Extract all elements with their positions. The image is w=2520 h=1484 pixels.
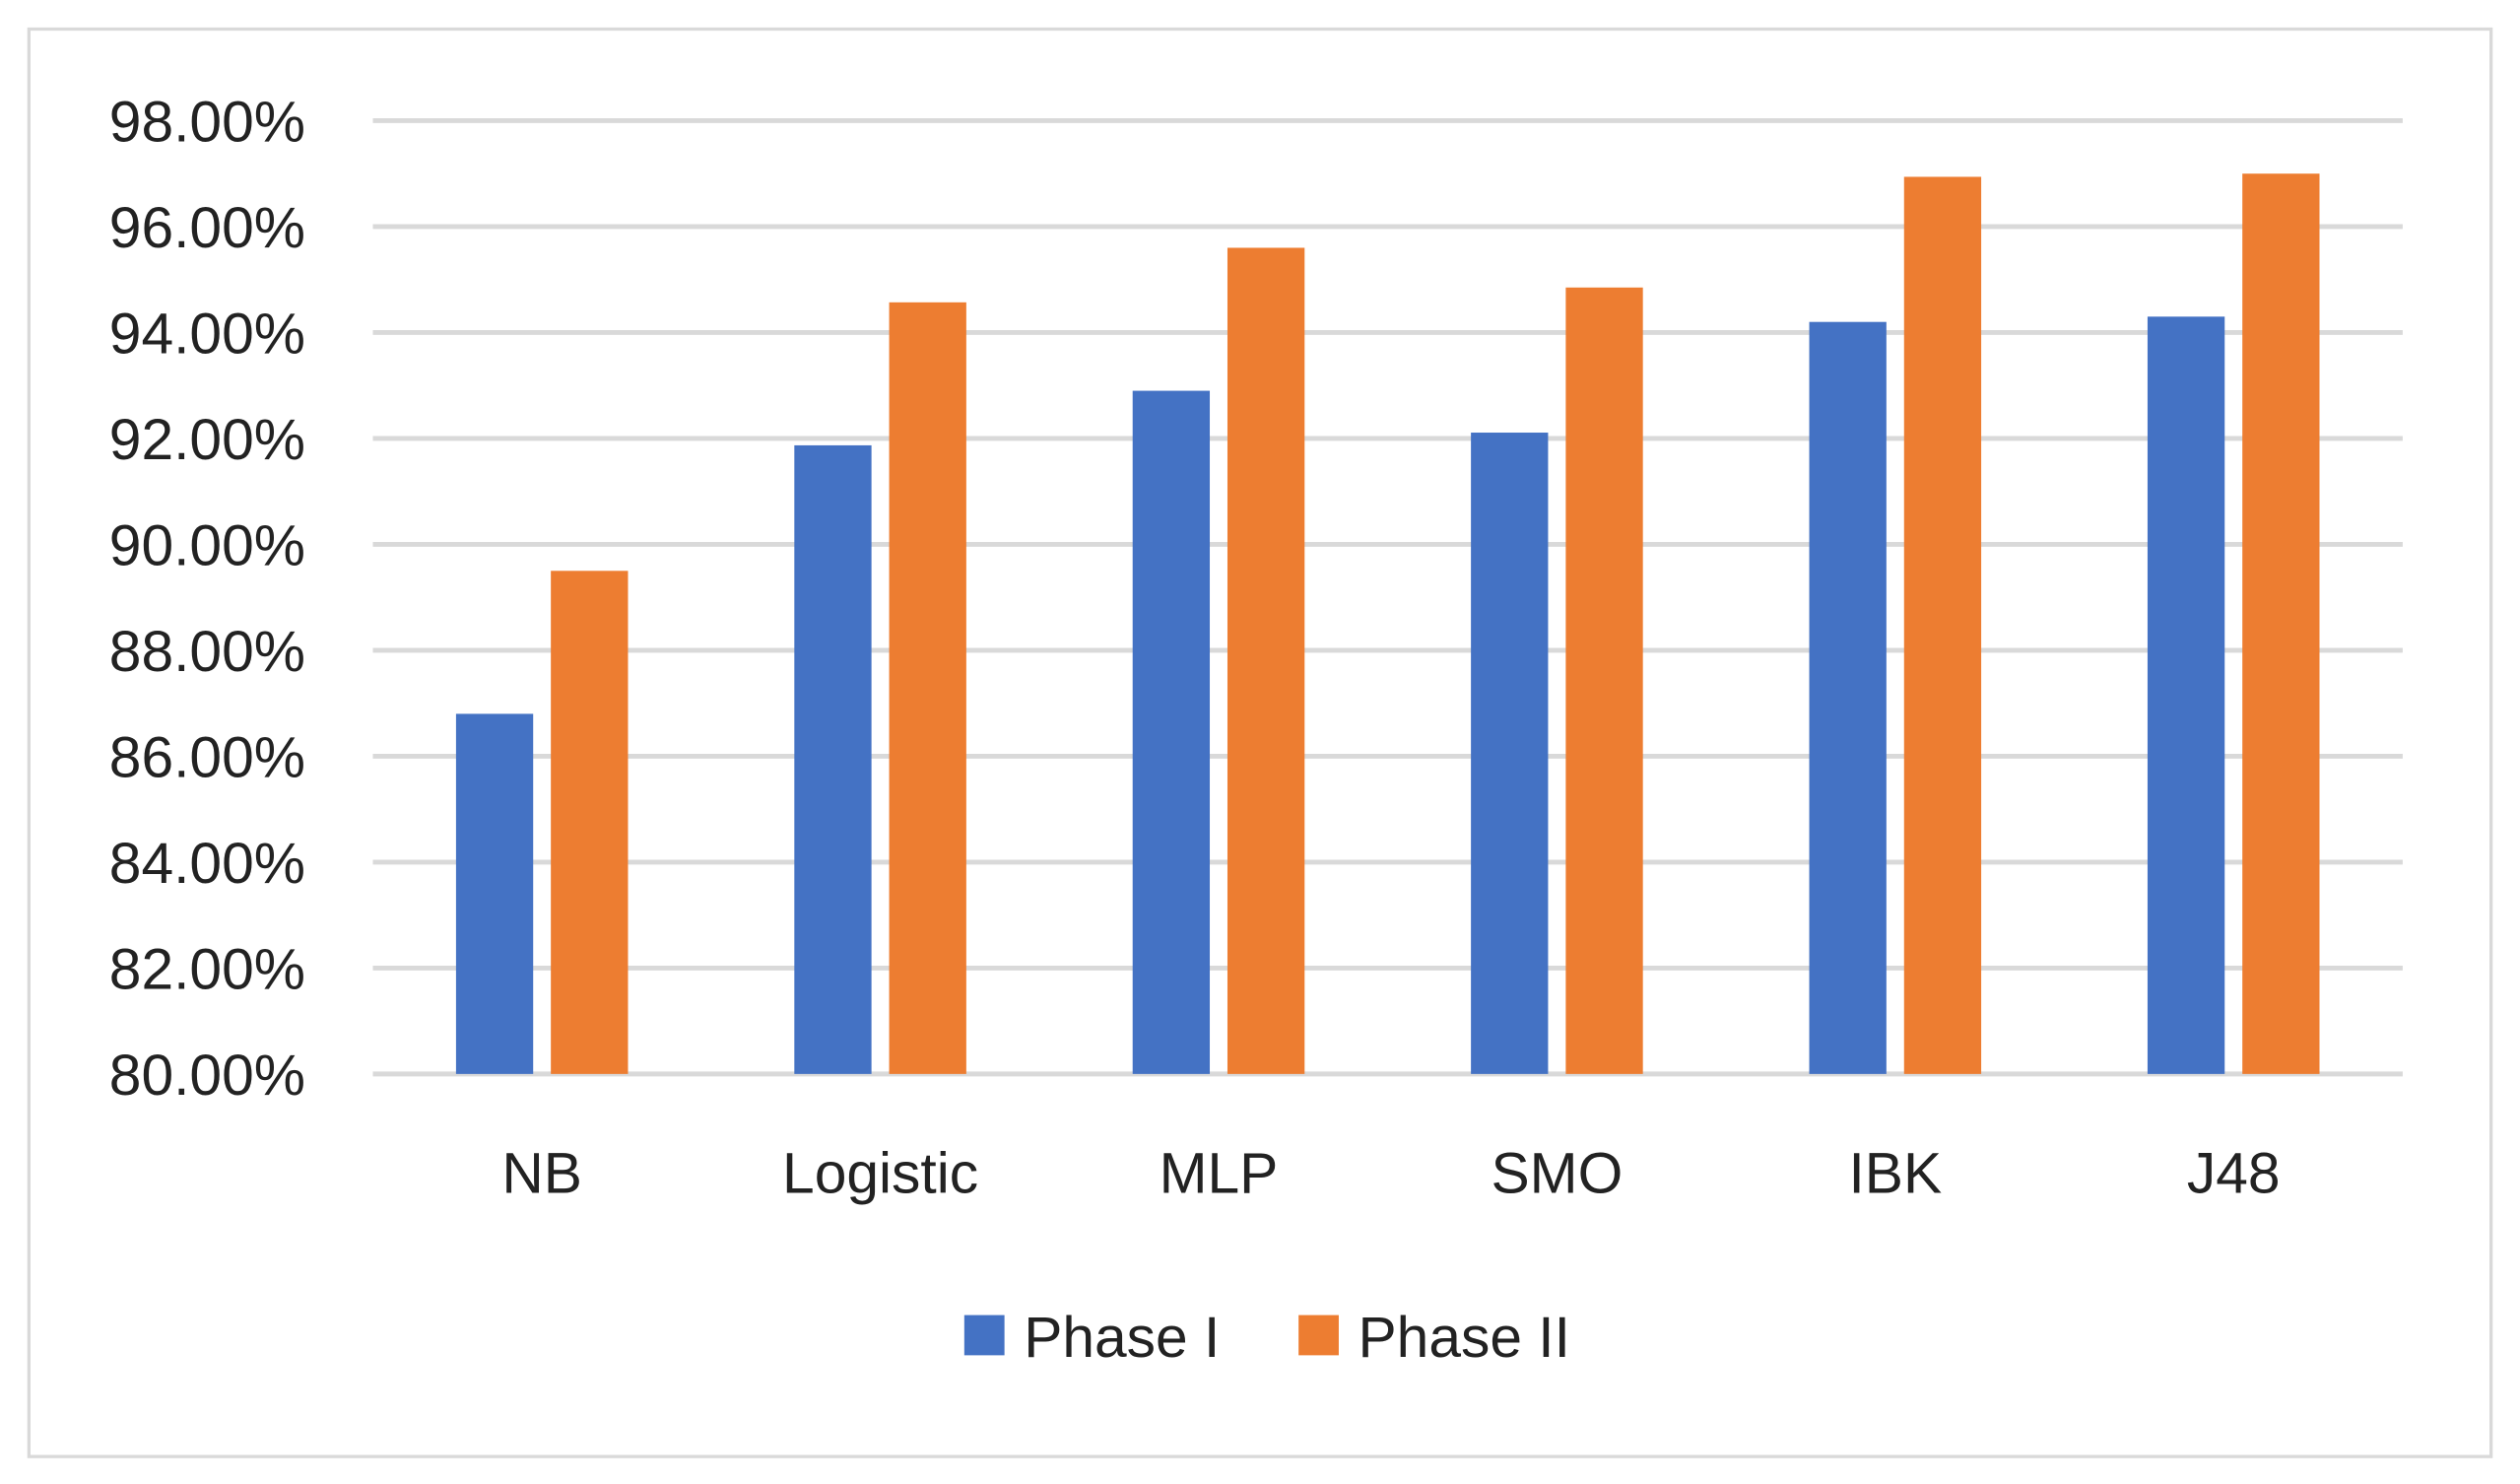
legend-label: Phase I (1024, 1306, 1220, 1370)
y-axis-ticks: 80.00% 82.00% 84.00% 86.00% 88.00% 90.00% 92.0… (109, 91, 305, 1108)
bar-j48-phase-ii (2242, 173, 2320, 1074)
y-tick-label: 88.00% (109, 620, 305, 684)
y-tick-label: 84.00% (109, 832, 305, 896)
legend: Phase I Phase II (963, 1306, 1570, 1370)
x-tick-label: SMO (1492, 1142, 1624, 1206)
y-tick-label: 96.00% (109, 196, 305, 260)
y-tick-label: 82.00% (109, 938, 305, 1002)
gridlines (372, 118, 2403, 1077)
bar-ibk-phase-ii (1903, 176, 1982, 1074)
y-tick-label: 86.00% (109, 726, 305, 790)
legend-swatch (963, 1315, 1005, 1356)
x-tick-label: IBK (1848, 1142, 1942, 1206)
bar-nb-phase-i (455, 713, 534, 1074)
legend-label: Phase II (1359, 1306, 1570, 1370)
bar-mlp-phase-i (1132, 390, 1211, 1074)
y-tick-label: 80.00% (109, 1044, 305, 1108)
x-tick-label: J48 (2187, 1142, 2281, 1206)
bar-smo-phase-ii (1565, 287, 1643, 1074)
legend-swatch (1298, 1315, 1339, 1356)
bar-logistic-phase-ii (889, 302, 966, 1074)
x-tick-label: NB (501, 1142, 582, 1206)
y-tick-label: 92.00% (109, 408, 305, 472)
bar-ibk-phase-i (1809, 321, 1887, 1074)
y-tick-label: 98.00% (109, 91, 305, 155)
x-tick-label: MLP (1160, 1142, 1279, 1206)
bar-mlp-phase-ii (1227, 247, 1305, 1074)
x-axis-labels: NB Logistic MLP SMO IBK J48 (501, 1142, 2280, 1206)
x-tick-label: Logistic (782, 1142, 978, 1206)
bar-nb-phase-ii (551, 571, 629, 1074)
bar-smo-phase-i (1471, 433, 1549, 1074)
y-tick-label: 90.00% (109, 514, 305, 578)
y-tick-label: 94.00% (109, 303, 305, 367)
bars (455, 173, 2320, 1074)
bar-logistic-phase-i (794, 444, 872, 1074)
bar-j48-phase-i (2147, 316, 2225, 1074)
